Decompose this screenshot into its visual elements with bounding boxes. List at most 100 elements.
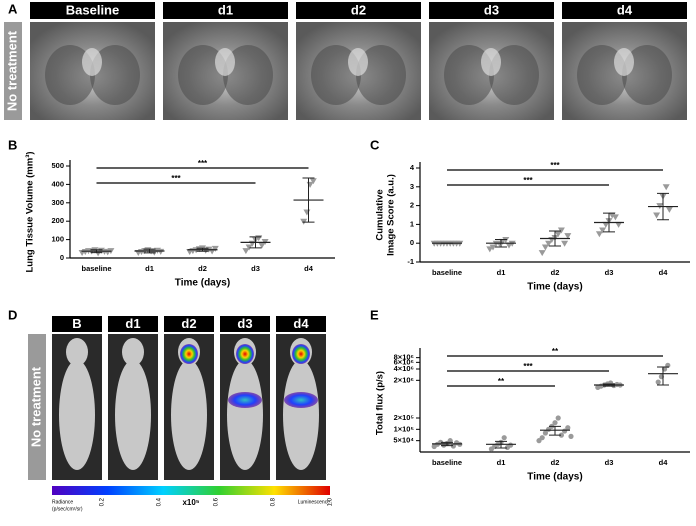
data-point <box>489 244 497 251</box>
chart: 0 100 200 300 400 500 Lung Tissue Volume (mm³)… <box>25 151 335 289</box>
mri-heart <box>481 48 501 76</box>
significance-label: ** <box>498 377 505 386</box>
header-bar <box>108 316 158 332</box>
data-point <box>501 435 507 441</box>
data-point <box>309 178 317 185</box>
error-bar <box>90 249 103 254</box>
signal <box>228 392 262 408</box>
error-bar <box>143 248 156 254</box>
error-bar <box>495 440 507 449</box>
mouse-body <box>115 360 151 470</box>
panel-label: A <box>8 1 18 16</box>
y-tick-label: 0 <box>60 253 64 262</box>
data-point <box>242 248 250 255</box>
image-header: d2 <box>351 2 366 17</box>
data-point <box>557 227 565 234</box>
mri-heart <box>348 48 368 76</box>
y-axis-label: Total flux (p/s) <box>375 371 386 435</box>
data-point <box>599 227 607 234</box>
data-point <box>602 221 610 228</box>
data-point <box>662 184 670 191</box>
mouse-body <box>59 360 95 470</box>
data-point <box>541 244 549 251</box>
mouse-head <box>122 338 144 366</box>
x-tick-label: baseline <box>81 264 111 273</box>
y-tick-label: 4 <box>410 163 415 172</box>
data-point <box>245 244 253 251</box>
x-tick-label: d4 <box>304 264 314 273</box>
x-tick-label: d1 <box>145 264 154 273</box>
y-tick-label: 1 <box>410 219 414 228</box>
error-bar <box>603 383 615 387</box>
data-point <box>542 430 549 436</box>
y-tick-label: 2×10⁶ <box>394 375 414 384</box>
data-point <box>450 443 456 449</box>
signal <box>236 344 254 364</box>
data-point <box>615 221 623 228</box>
error-bar <box>549 425 561 436</box>
side-label: No treatment <box>4 30 19 111</box>
x-tick-label: baseline <box>432 268 462 277</box>
mri-heart <box>614 48 634 76</box>
x-tick-label: baseline <box>432 458 462 467</box>
x-tick-label: d4 <box>659 268 669 277</box>
header-bar <box>164 316 214 332</box>
error-bar <box>603 212 615 233</box>
layout: A B C D E No treatment No treatment <box>4 1 380 495</box>
error-bar <box>441 441 453 447</box>
x-axis-label: Time (days) <box>175 278 230 289</box>
data-point <box>303 209 311 216</box>
data-point <box>608 212 616 219</box>
data-point <box>539 435 545 441</box>
significance-label: *** <box>550 161 560 170</box>
significance-label: *** <box>523 362 533 371</box>
x-tick-label: d2 <box>198 264 207 273</box>
x-tick-label: d2 <box>551 268 560 277</box>
x-tick-label: d3 <box>605 458 614 467</box>
image-header: d4 <box>617 2 633 17</box>
colorbar-tick: 0.6 <box>214 497 220 506</box>
image-header: d1 <box>218 2 233 17</box>
panel-label: B <box>8 137 17 152</box>
error-bar <box>549 230 561 247</box>
mouse-body <box>283 360 319 470</box>
data-point <box>653 212 661 219</box>
significance-label: *** <box>198 159 208 168</box>
colorbar-label: (p/sec/cm²/sr) <box>52 506 83 512</box>
y-tick-label: 400 <box>51 179 64 188</box>
y-tick-label: 200 <box>51 216 64 225</box>
x-tick-label: d3 <box>605 268 614 277</box>
data-point <box>611 214 619 221</box>
image-header: d3 <box>237 316 252 331</box>
y-tick-label: 500 <box>51 161 64 170</box>
y-axis-label: Lung Tissue Volume (mm³) <box>25 151 36 272</box>
header-bar <box>163 2 288 19</box>
data-point <box>538 250 546 257</box>
y-tick-label: 1×10⁵ <box>394 424 415 433</box>
data-point <box>545 240 553 247</box>
data-point <box>157 248 165 255</box>
error-bar <box>249 236 262 249</box>
mri-lung <box>489 45 539 105</box>
data-point <box>564 233 572 240</box>
data-point <box>665 206 673 213</box>
colorbar-tick: 0.4 <box>157 497 163 506</box>
x-axis-label: Time (days) <box>527 282 582 293</box>
data-point <box>554 231 562 238</box>
signal <box>284 392 318 408</box>
error-bar <box>196 247 209 252</box>
x-tick-label: d2 <box>551 458 560 467</box>
mri-lung <box>356 45 406 105</box>
error-bar <box>657 192 669 221</box>
y-axis-label: Cumulative <box>375 189 386 240</box>
panel-label: C <box>370 137 380 152</box>
y-tick-label: 2 <box>410 201 414 210</box>
image-header: Baseline <box>66 2 119 17</box>
y-tick-label: 8×10⁶ <box>394 353 414 362</box>
signal <box>292 344 310 364</box>
data-point <box>568 433 574 439</box>
side-box <box>28 334 46 480</box>
mouse-body <box>171 360 207 470</box>
